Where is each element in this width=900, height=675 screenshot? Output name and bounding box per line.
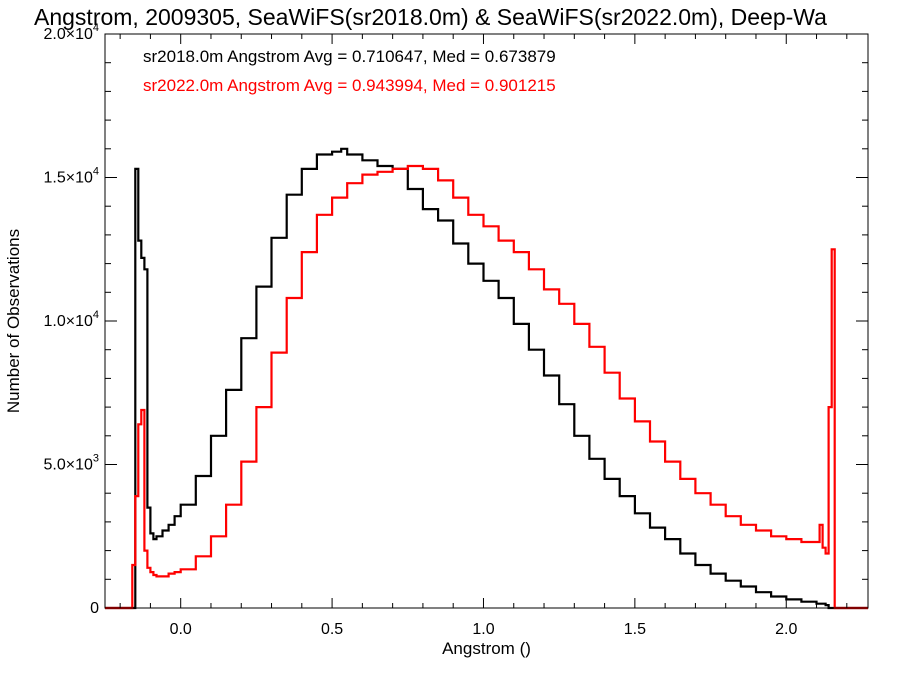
series-line-sr2022.0m [105, 164, 868, 610]
y-tick-label: 1.0×104 [43, 309, 99, 330]
stats-annotation: sr2018.0m Angstrom Avg = 0.710647, Med =… [143, 47, 556, 66]
plot-frame [104, 33, 869, 609]
stats-annotations: sr2018.0m Angstrom Avg = 0.710647, Med =… [143, 47, 556, 95]
x-tick-label: 0.0 [170, 621, 192, 638]
x-tick-label: 0.5 [321, 621, 343, 638]
x-tick-label: 1.5 [624, 621, 646, 638]
y-axis-label: Number of Observations [4, 229, 23, 413]
y-tick-label: 2.0×104 [43, 22, 99, 43]
x-tick-label: 1.0 [472, 621, 494, 638]
stats-annotation: sr2022.0m Angstrom Avg = 0.943994, Med =… [143, 76, 556, 95]
y-tick-label: 5.0×103 [43, 453, 99, 474]
x-tick-label: 2.0 [775, 621, 797, 638]
plot-series [105, 147, 868, 610]
y-tick-label: 1.5×104 [43, 166, 99, 187]
x-axis-label: Angstrom () [442, 639, 531, 658]
y-tick-label: 0 [90, 600, 99, 617]
series-line-sr2018.0m [105, 147, 868, 610]
axes: 0.0 0.5 1.0 1.5 2.0 0 5.0×103 1.0×104 1.5×104 2.0… [43, 22, 868, 638]
chart-title: Angstrom, 2009305, SeaWiFS(sr2018.0m) & … [34, 4, 827, 30]
